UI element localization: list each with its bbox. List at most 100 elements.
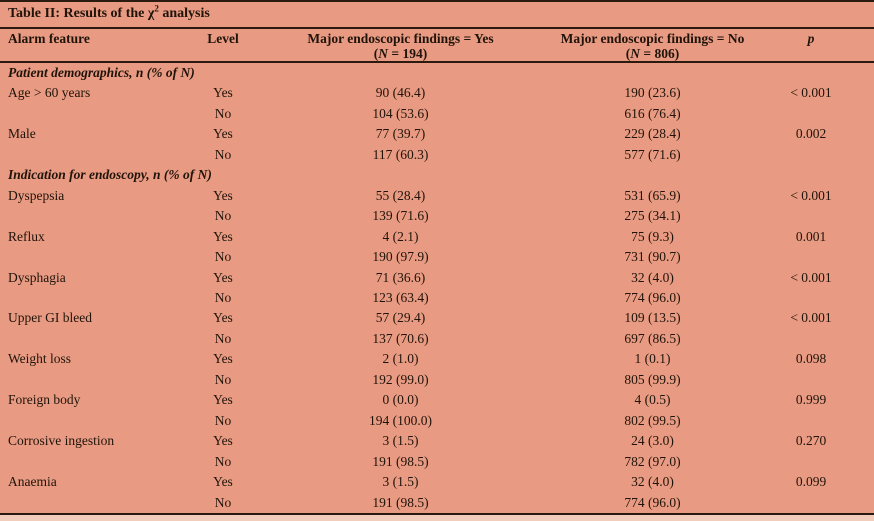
col-header-p-value: p bbox=[760, 29, 862, 63]
cell-spacer bbox=[862, 308, 874, 328]
cell-findings-yes: 123 (63.4) bbox=[372, 289, 429, 305]
table-row: No 117 (60.3) 577 (71.6) bbox=[0, 145, 874, 165]
table-row: No 123 (63.4) 774 (96.0) bbox=[0, 288, 874, 308]
header-row: Alarm feature Level Major endoscopic fin… bbox=[0, 29, 874, 63]
cell-findings-yes: 137 (70.6) bbox=[372, 330, 429, 346]
cell-p-value bbox=[760, 411, 862, 431]
cell-p-value bbox=[760, 370, 862, 390]
table-row: Reflux Yes 4 (2.1) 75 (9.3) 0.001 bbox=[0, 227, 874, 247]
cell-p-value: 0.001 bbox=[795, 228, 827, 244]
cell-spacer bbox=[862, 206, 874, 226]
cell-alarm-feature bbox=[0, 247, 190, 267]
cell-level: No bbox=[214, 208, 232, 224]
cell-p-value bbox=[760, 329, 862, 349]
cell-p-value bbox=[760, 452, 862, 472]
cell-alarm-feature: Anaemia bbox=[8, 474, 57, 490]
cell-alarm-feature bbox=[0, 411, 190, 431]
cell-p-value: 0.999 bbox=[795, 392, 827, 408]
table-row: Male Yes 77 (39.7) 229 (28.4) 0.002 bbox=[0, 124, 874, 144]
table-row: Age > 60 years Yes 90 (46.4) 190 (23.6) … bbox=[0, 83, 874, 103]
cell-findings-no: 782 (97.0) bbox=[624, 453, 681, 469]
cell-alarm-feature bbox=[0, 104, 190, 124]
table-row: No 137 (70.6) 697 (86.5) bbox=[0, 329, 874, 349]
findings-yes-header-line1: Major endoscopic findings = Yes bbox=[307, 31, 494, 46]
cell-alarm-feature bbox=[0, 288, 190, 308]
section-label: Patient demographics, n (% of N) bbox=[8, 65, 195, 80]
n-symbol: N bbox=[630, 46, 641, 61]
table-row: No 191 (98.5) 774 (96.0) bbox=[0, 493, 874, 513]
cell-level: Yes bbox=[213, 474, 233, 490]
cell-alarm-feature bbox=[0, 452, 190, 472]
cell-findings-no: 1 (0.1) bbox=[634, 351, 671, 367]
findings-yes-header-line2: (N = 194) bbox=[373, 46, 428, 61]
cell-findings-no: 32 (4.0) bbox=[631, 269, 674, 285]
cell-findings-no: 577 (71.6) bbox=[624, 146, 681, 162]
cell-spacer bbox=[862, 472, 874, 492]
table-row: No 192 (99.0) 805 (99.9) bbox=[0, 370, 874, 390]
cell-p-value: 0.098 bbox=[795, 351, 827, 367]
cell-findings-yes: 3 (1.5) bbox=[382, 433, 419, 449]
col-header-level: Level bbox=[190, 29, 256, 63]
cell-spacer bbox=[862, 411, 874, 431]
cell-level: Yes bbox=[213, 126, 233, 142]
cell-findings-yes: 190 (97.9) bbox=[372, 249, 429, 265]
cell-findings-no: 4 (0.5) bbox=[634, 392, 671, 408]
table-row: Dyspepsia Yes 55 (28.4) 531 (65.9) < 0.0… bbox=[0, 186, 874, 206]
cell-p-value: 0.270 bbox=[795, 433, 827, 449]
cell-findings-no: 32 (4.0) bbox=[631, 474, 674, 490]
cell-findings-yes: 0 (0.0) bbox=[382, 392, 419, 408]
cell-findings-yes: 191 (98.5) bbox=[372, 453, 429, 469]
cell-alarm-feature bbox=[0, 206, 190, 226]
cell-p-value bbox=[760, 247, 862, 267]
findings-no-header-line2: (N = 806) bbox=[625, 46, 680, 61]
cell-alarm-feature: Dyspepsia bbox=[8, 187, 65, 203]
cell-level: No bbox=[214, 249, 232, 265]
table-bottom-rule bbox=[0, 512, 874, 515]
cell-spacer bbox=[862, 83, 874, 103]
cell-alarm-feature bbox=[0, 329, 190, 349]
table-row: Foreign body Yes 0 (0.0) 4 (0.5) 0.999 bbox=[0, 390, 874, 410]
cell-level: Yes bbox=[213, 228, 233, 244]
cell-findings-no: 109 (13.5) bbox=[624, 310, 681, 326]
cell-level: Yes bbox=[213, 351, 233, 367]
col-header-alarm-feature: Alarm feature bbox=[0, 29, 190, 63]
table-row: Corrosive ingestion Yes 3 (1.5) 24 (3.0)… bbox=[0, 431, 874, 451]
cell-level: Yes bbox=[213, 187, 233, 203]
table-row: No 104 (53.6) 616 (76.4) bbox=[0, 104, 874, 124]
cell-findings-no: 75 (9.3) bbox=[631, 228, 674, 244]
cell-level: No bbox=[214, 146, 232, 162]
cell-spacer bbox=[862, 390, 874, 410]
cell-level: Yes bbox=[213, 85, 233, 101]
cell-alarm-feature: Weight loss bbox=[8, 351, 72, 367]
cell-findings-no: 531 (65.9) bbox=[624, 187, 681, 203]
table-row: Upper GI bleed Yes 57 (29.4) 109 (13.5) … bbox=[0, 308, 874, 328]
cell-findings-yes: 194 (100.0) bbox=[369, 412, 432, 428]
cell-findings-no: 697 (86.5) bbox=[624, 330, 681, 346]
cell-spacer bbox=[862, 493, 874, 513]
cell-findings-yes: 117 (60.3) bbox=[372, 146, 429, 162]
cell-spacer bbox=[862, 370, 874, 390]
col-header-findings-no: Major endoscopic findings = No (N = 806) bbox=[545, 29, 760, 63]
cell-level: No bbox=[214, 105, 232, 121]
cell-findings-yes: 192 (99.0) bbox=[372, 371, 429, 387]
cell-spacer bbox=[862, 145, 874, 165]
col-header-spacer bbox=[862, 29, 874, 63]
cell-spacer bbox=[862, 104, 874, 124]
cell-findings-no: 229 (28.4) bbox=[624, 126, 681, 142]
cell-spacer bbox=[862, 247, 874, 267]
cell-spacer bbox=[862, 268, 874, 288]
cell-level: Yes bbox=[213, 269, 233, 285]
cell-findings-no: 774 (96.0) bbox=[624, 289, 681, 305]
cell-p-value: < 0.001 bbox=[790, 187, 832, 203]
table-row: No 191 (98.5) 782 (97.0) bbox=[0, 452, 874, 472]
cell-level: No bbox=[214, 289, 232, 305]
cell-level: Yes bbox=[213, 433, 233, 449]
table-row: No 190 (97.9) 731 (90.7) bbox=[0, 247, 874, 267]
section-row: Indication for endoscopy, n (% of N) bbox=[0, 165, 874, 185]
section-label: Indication for endoscopy, n (% of N) bbox=[8, 167, 212, 183]
cell-spacer bbox=[862, 329, 874, 349]
cell-p-value: < 0.001 bbox=[790, 85, 832, 101]
cell-findings-yes: 90 (46.4) bbox=[375, 85, 426, 101]
cell-alarm-feature bbox=[0, 493, 190, 513]
